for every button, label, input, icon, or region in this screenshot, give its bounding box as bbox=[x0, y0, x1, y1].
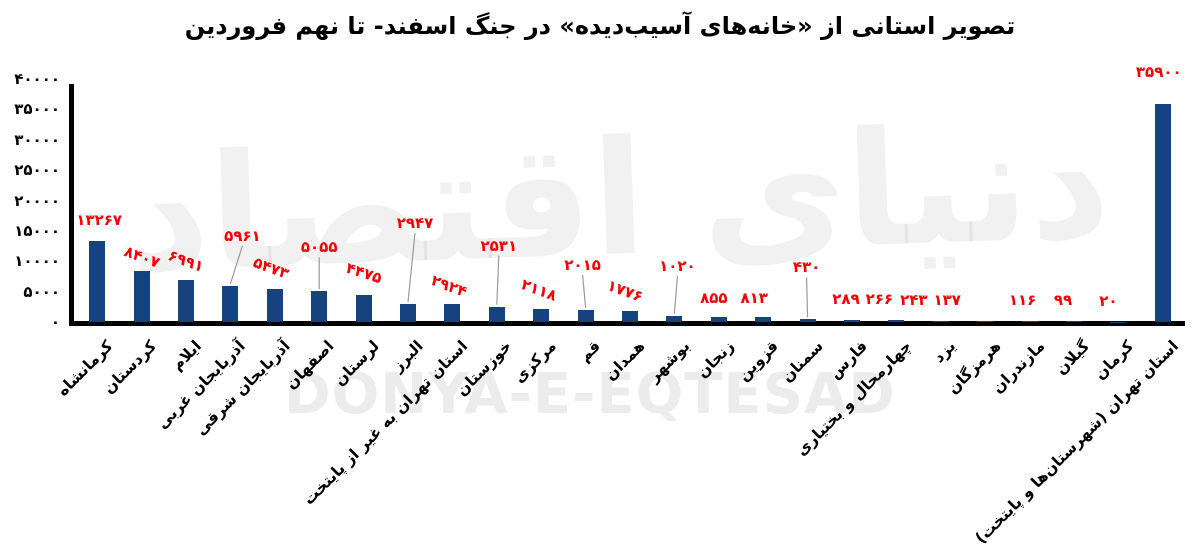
x-axis-label: یزد bbox=[930, 337, 960, 367]
y-tick-label: ۰ bbox=[50, 313, 60, 331]
bar-value-label: ۵۰۵۵ bbox=[300, 238, 338, 257]
bar-value-label: ۹۹ bbox=[1053, 291, 1073, 310]
bar bbox=[400, 304, 416, 322]
bar bbox=[355, 294, 372, 322]
bar bbox=[799, 319, 816, 322]
x-axis-label: زنجان bbox=[693, 337, 738, 382]
bar bbox=[1021, 321, 1038, 322]
x-axis-label: گیلان bbox=[1051, 337, 1093, 379]
x-axis-label: سمنان bbox=[777, 337, 827, 386]
y-tick-label: ۱۰۰۰۰ bbox=[14, 252, 60, 271]
watermark-farsi: دنیای اقتصاد bbox=[124, 90, 1113, 309]
bar-value-label: ۴۳۰ bbox=[792, 258, 821, 277]
bar-value-label: ۲۴۳ bbox=[900, 290, 928, 309]
bar bbox=[178, 279, 194, 322]
bar-value-label: ۱۳۲۶۷ bbox=[76, 211, 123, 230]
bar-value-label: ۲۰۱۵ bbox=[564, 255, 601, 274]
y-tick-label: ۵۰۰۰ bbox=[23, 282, 60, 301]
y-tick-label: ۳۵۰۰۰ bbox=[14, 100, 60, 119]
bar-value-label: ۸۱۳ bbox=[740, 289, 768, 308]
bar bbox=[1066, 321, 1082, 322]
y-tick-label: ۴۰۰۰۰ bbox=[14, 70, 60, 88]
y-axis-line bbox=[69, 84, 74, 326]
x-axis-label: قزوین bbox=[734, 337, 782, 385]
bar bbox=[533, 309, 550, 322]
bar bbox=[488, 306, 505, 322]
x-axis-line bbox=[69, 321, 1185, 326]
bar bbox=[622, 311, 638, 322]
bar bbox=[577, 309, 594, 322]
x-axis-label: اصفهان bbox=[282, 337, 338, 393]
bar-value-label: ۱۳۷ bbox=[933, 291, 961, 310]
x-axis-label: استان تهران به غیر از پایتخت bbox=[299, 337, 472, 509]
bar bbox=[932, 320, 949, 322]
x-axis-label: قم bbox=[575, 337, 605, 366]
bar-value-label: ۸۵۵ bbox=[700, 288, 728, 307]
bar bbox=[266, 288, 283, 322]
bar bbox=[666, 315, 683, 322]
bar-value-label: ۳۵۹۰۰ bbox=[1135, 62, 1182, 81]
x-axis-label: همدان bbox=[601, 337, 649, 385]
bar bbox=[89, 241, 106, 322]
y-tick-label: ۲۵۰۰۰ bbox=[14, 161, 60, 180]
bar bbox=[977, 321, 994, 322]
y-tick-label: ۳۰۰۰۰ bbox=[14, 130, 60, 149]
y-tick-label: ۱۵۰۰۰ bbox=[14, 221, 60, 240]
x-axis-label: ایلام bbox=[167, 337, 205, 374]
bar-value-label: ۲۹۴۷ bbox=[396, 214, 434, 233]
bar-value-label: ۲۶۶ bbox=[865, 290, 894, 309]
x-axis-label: بوشهر bbox=[644, 337, 694, 386]
bar bbox=[710, 316, 727, 322]
bar bbox=[888, 320, 905, 322]
bar bbox=[311, 291, 328, 322]
bar bbox=[844, 320, 860, 322]
bar bbox=[1154, 103, 1171, 322]
bar bbox=[444, 304, 461, 322]
bar bbox=[133, 270, 150, 322]
bar bbox=[222, 285, 239, 322]
chart-title: تصویر استانی از «خانه‌های آسیب‌دیده» در … bbox=[184, 12, 1016, 40]
y-tick-label: ۲۰۰۰۰ bbox=[14, 191, 60, 210]
x-axis-label: البرز bbox=[388, 337, 427, 376]
bar bbox=[755, 317, 772, 322]
bar-value-label: ۱۱۶ bbox=[1008, 291, 1037, 310]
x-axis-label: لرستان bbox=[329, 337, 383, 390]
bar-value-label: ۲۸۹ bbox=[832, 290, 860, 309]
bar-value-label: ۲۵۳۱ bbox=[480, 236, 518, 255]
bar-value-label: ۲۰ bbox=[1099, 291, 1118, 310]
bar-value-label: ۵۹۶۱ bbox=[224, 226, 261, 245]
bar-value-label: ۱۰۲۰ bbox=[659, 256, 696, 275]
x-axis-label: مرکزی bbox=[510, 337, 560, 387]
